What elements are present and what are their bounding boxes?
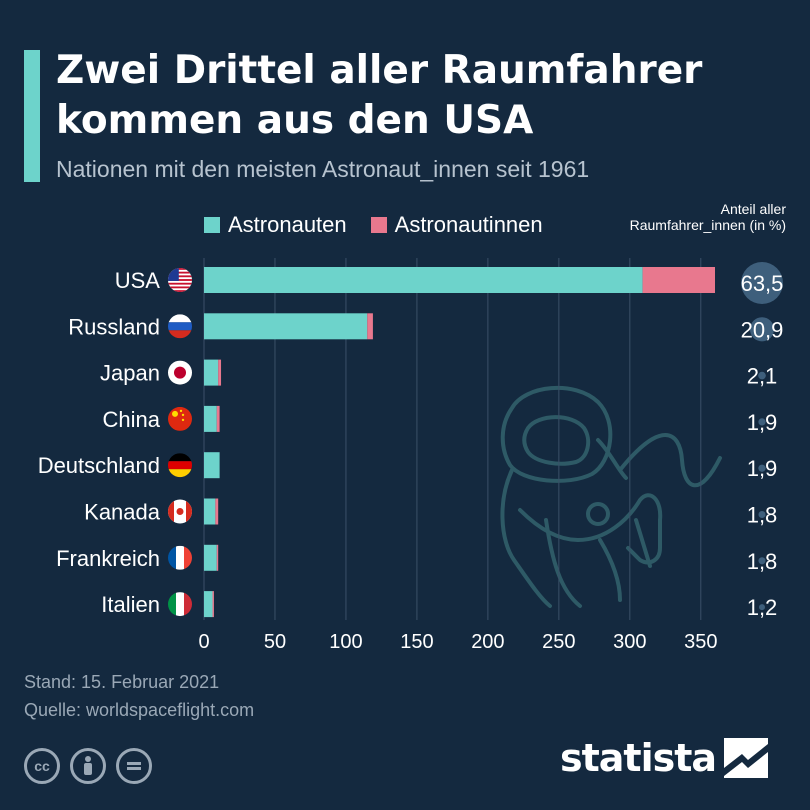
legend-swatch-astronautinnen (370, 217, 387, 233)
category-label: Kanada (84, 500, 161, 525)
data-date: Stand: 15. Februar 2021 (24, 672, 220, 692)
share-bubble (758, 510, 766, 519)
category-label: Russland (68, 314, 160, 339)
share-value-label: 1,2 (747, 595, 778, 620)
bar-frankreich-astronauten (204, 544, 217, 571)
share-bubble (749, 317, 775, 342)
cc-license-icon[interactable]: cc (24, 748, 60, 784)
category-label: Frankreich (56, 546, 160, 571)
bar-italien-astronautinnen (212, 591, 214, 618)
statista-logo-icon (724, 738, 769, 778)
bar-japan-astronautinnen (218, 359, 222, 386)
title-accent-bar (24, 50, 40, 182)
canada-flag-icon (168, 499, 192, 524)
share-column-header: Anteil aller Raumfahrer_innen (in %) (629, 201, 786, 233)
x-tick-label: 250 (542, 631, 575, 653)
category-label: Italien (101, 592, 160, 617)
astronaut-illustration (500, 385, 722, 608)
x-tick-label: 150 (400, 631, 433, 653)
share-value-label: 1,8 (747, 549, 778, 574)
chart-legend: Astronauten Astronautinnen (204, 210, 567, 240)
share-bubble (759, 604, 765, 611)
bar-deutschland-astronauten (204, 452, 220, 479)
category-label: China (103, 407, 161, 432)
bar-kanada-astronauten (204, 498, 216, 525)
bar-kanada-astronautinnen (215, 498, 219, 525)
x-tick-label: 50 (264, 631, 286, 653)
bar-russland-astronauten (204, 313, 368, 340)
bar-japan-astronauten (204, 359, 219, 386)
japan-flag-icon (168, 360, 192, 385)
no-derivatives-icon[interactable] (116, 748, 152, 784)
share-value-label: 63,5 (741, 271, 784, 296)
x-tick-label: 100 (329, 631, 362, 653)
bar-frankreich-astronautinnen (216, 544, 219, 571)
chart-title: Zwei Drittel aller Raumfahrer kommen aus… (56, 48, 703, 143)
share-value-label: 20,9 (741, 317, 784, 342)
share-bubble (741, 262, 783, 304)
data-source: Quelle: worldspaceflight.com (24, 700, 255, 720)
legend-swatch-astronauten (204, 217, 220, 233)
statista-brand[interactable]: statista (560, 736, 769, 780)
x-tick-label: 350 (684, 631, 717, 653)
usa-flag-icon (168, 268, 192, 292)
bar-italien-astronauten (204, 591, 213, 618)
statista-logo-text: statista (560, 736, 717, 780)
legend-item-astronautinnen: Astronautinnen (370, 212, 543, 238)
category-label: Deutschland (38, 453, 160, 478)
russia-flag-icon (168, 314, 192, 339)
x-tick-label: 0 (198, 631, 209, 653)
share-bubble (758, 418, 766, 426)
x-tick-label: 300 (613, 631, 646, 653)
share-value-label: 2,1 (747, 364, 778, 389)
x-tick-label: 200 (471, 631, 504, 653)
attribution-person-icon[interactable] (70, 748, 106, 784)
italy-flag-icon (168, 592, 192, 617)
france-flag-icon (168, 545, 192, 570)
bar-usa-astronauten (204, 267, 643, 293)
share-bubble (758, 371, 766, 380)
share-value-label: 1,9 (747, 410, 778, 435)
germany-flag-icon (168, 453, 192, 478)
category-label: USA (115, 268, 161, 293)
license-icons: cc (24, 748, 162, 784)
share-bubble (758, 557, 766, 565)
share-bubble (758, 464, 766, 472)
bar-china-astronauten (204, 405, 217, 432)
bar-usa-astronautinnen (642, 267, 715, 293)
bar-china-astronautinnen (216, 405, 220, 432)
bar-russland-astronautinnen (367, 313, 373, 340)
share-value-label: 1,9 (747, 456, 778, 481)
category-label: Japan (100, 361, 160, 386)
chart-subtitle: Nationen mit den meisten Astronaut_innen… (56, 156, 590, 182)
china-flag-icon (168, 406, 192, 431)
legend-label-astronauten: Astronauten (228, 212, 347, 237)
legend-label-astronautinnen: Astronautinnen (394, 212, 543, 237)
legend-item-astronauten: Astronauten (204, 212, 347, 238)
share-value-label: 1,8 (747, 503, 778, 528)
